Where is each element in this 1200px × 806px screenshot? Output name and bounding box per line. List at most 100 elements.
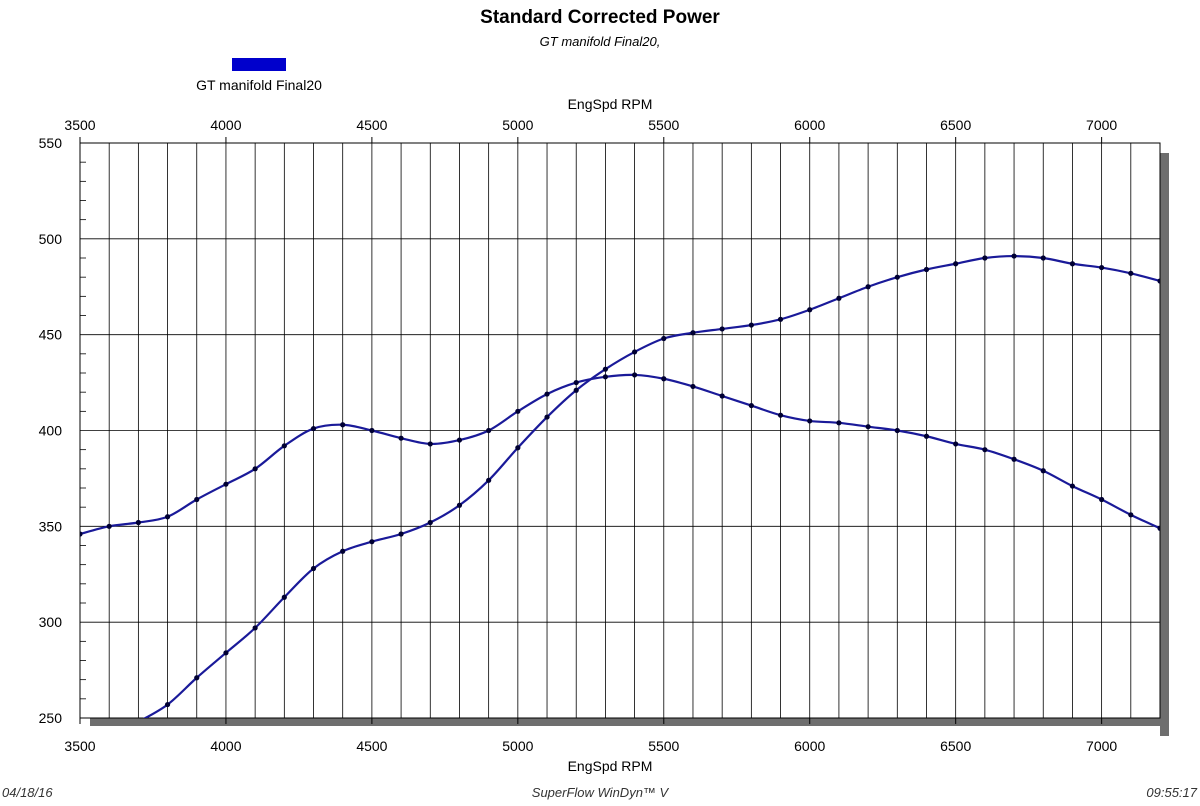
data-point [1069, 483, 1076, 489]
data-point [106, 523, 112, 529]
data-point [631, 349, 638, 355]
data-point [953, 261, 959, 267]
x-tick-label-top: 4000 [210, 117, 241, 133]
y-tick-label: 400 [39, 423, 63, 439]
data-point [340, 422, 346, 428]
data-point [602, 366, 609, 372]
minor-ticks [79, 137, 1103, 724]
data-point [544, 414, 550, 420]
data-point [486, 427, 492, 434]
data-point [80, 531, 83, 537]
data-point [456, 437, 463, 443]
x-tick-label-bottom: 4000 [210, 738, 241, 754]
data-point [836, 295, 842, 301]
footer-software: SuperFlow WinDyn™ V [532, 785, 670, 800]
data-points [80, 253, 1160, 708]
data-point [486, 477, 492, 483]
data-point [427, 441, 433, 447]
legend-swatch [232, 58, 286, 71]
data-point [836, 420, 842, 426]
data-point [194, 496, 200, 503]
x-tick-label-top: 3500 [64, 117, 95, 133]
data-point [573, 387, 579, 393]
data-point [923, 266, 930, 273]
data-point [1040, 255, 1046, 261]
data-point [865, 424, 871, 430]
data-point [573, 379, 579, 386]
y-tick-label: 450 [39, 327, 63, 343]
x-tick-label-top: 6500 [940, 117, 971, 133]
plot-shadow-bottom [90, 718, 1169, 726]
x-tick-label-bottom: 5500 [648, 738, 679, 754]
data-point [894, 427, 900, 434]
plot-shadow-right [1160, 153, 1169, 736]
chart-subtitle: GT manifold Final20, [540, 34, 661, 49]
data-point [1011, 253, 1017, 259]
data-point [252, 466, 258, 472]
data-point [777, 316, 784, 322]
data-point [1099, 264, 1105, 271]
y-tick-label: 550 [39, 135, 63, 151]
data-point [894, 274, 900, 280]
data-point [281, 443, 287, 449]
data-point [690, 330, 696, 336]
y-tick-label: 500 [39, 231, 63, 247]
data-point [865, 284, 871, 290]
data-point [719, 393, 725, 399]
data-point [369, 427, 375, 434]
x-tick-label-bottom: 6500 [940, 738, 971, 754]
data-point [661, 335, 667, 342]
footer-time: 09:55:17 [1146, 785, 1197, 800]
data-point [661, 376, 667, 382]
x-tick-label-top: 6000 [794, 117, 825, 133]
data-point [281, 594, 287, 600]
data-point [544, 391, 550, 397]
x-axis-label-bottom: EngSpd RPM [568, 758, 653, 774]
data-point [164, 514, 171, 520]
data-point [923, 433, 930, 439]
data-point [252, 625, 258, 631]
data-point [982, 447, 988, 453]
data-point [310, 565, 317, 572]
x-axis-bottom-tick-labels: 3500 4000 4500 5000 5500 6000 6500 7000 [64, 738, 1117, 754]
data-point [1157, 525, 1160, 531]
data-point [602, 374, 609, 380]
x-tick-label-top: 4500 [356, 117, 387, 133]
x-tick-label-top: 5500 [648, 117, 679, 133]
x-tick-label-bottom: 6000 [794, 738, 825, 754]
y-tick-label: 350 [39, 518, 63, 534]
x-axis-label-top: EngSpd RPM [568, 96, 653, 112]
data-point [398, 531, 404, 537]
data-point [1157, 278, 1160, 284]
data-point [223, 481, 229, 487]
data-point [631, 372, 638, 378]
data-point [1128, 270, 1134, 276]
data-point [1040, 468, 1046, 474]
x-tick-label-bottom: 4500 [356, 738, 387, 754]
data-point [748, 322, 754, 328]
footer-date: 04/18/16 [2, 785, 53, 800]
data-point [340, 548, 346, 554]
data-point [398, 435, 404, 441]
data-point [807, 307, 813, 313]
data-point [1128, 512, 1134, 518]
data-point [427, 519, 433, 526]
data-point [1069, 261, 1076, 267]
data-point [982, 255, 988, 261]
x-tick-label-bottom: 3500 [64, 738, 95, 754]
data-point [310, 425, 317, 432]
x-tick-label-top: 7000 [1086, 117, 1117, 133]
grid [80, 143, 1160, 718]
x-tick-label-bottom: 7000 [1086, 738, 1117, 754]
data-point [1099, 496, 1105, 503]
data-point [777, 412, 784, 418]
y-axis-tick-labels: 250 300 350 400 450 500 550 [39, 135, 63, 726]
data-point [164, 701, 171, 708]
data-point [515, 445, 521, 451]
data-point [515, 408, 521, 414]
data-point [719, 326, 725, 332]
data-point [194, 675, 200, 681]
data-point [135, 519, 141, 526]
